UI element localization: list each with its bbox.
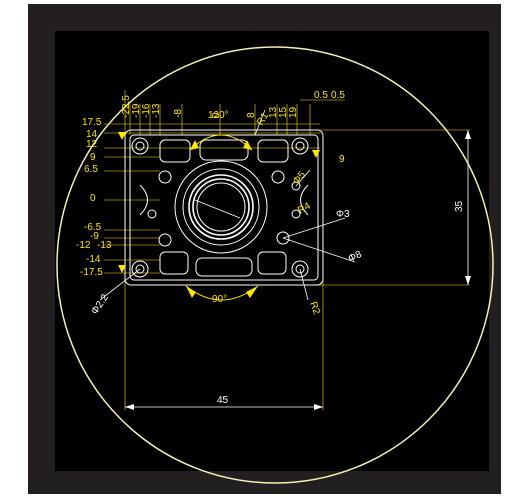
label-top-3: -16 — [141, 103, 152, 118]
label-top-10: 19 — [288, 106, 299, 118]
label-left-6: 0 — [90, 193, 96, 204]
label-left-1: 17.5 — [82, 117, 102, 128]
label-left-12: -17.5 — [80, 267, 103, 278]
yellow-arrows — [118, 132, 320, 298]
dia-small-label: Φ3 — [336, 209, 350, 220]
label-top-4: -13 — [151, 103, 162, 118]
label-top-11: 0.5 — [314, 90, 328, 101]
label-top-6: 0 — [211, 112, 222, 118]
extension-lines — [104, 90, 470, 410]
radius-bottom-label: R2 — [307, 300, 322, 316]
label-top-2: -19 — [131, 103, 142, 118]
label-left-4: 9 — [90, 152, 96, 163]
part-body — [124, 129, 324, 286]
label-left-2: 14 — [86, 129, 98, 140]
dia-screw-label: Φ2.2 — [89, 292, 111, 317]
label-top-8: 13 — [268, 106, 279, 118]
label-left-9: -12 — [76, 240, 91, 251]
label-top-1: -22.5 — [121, 95, 132, 118]
label-left-8: -9 — [90, 231, 99, 242]
dia-main-label: Φ8 — [347, 249, 364, 265]
label-top-5: -8 — [173, 109, 184, 118]
dia-side-label: Φ5 — [291, 169, 308, 187]
label-left-7: -6.5 — [84, 222, 102, 233]
dim-right-9: 9 — [339, 154, 345, 165]
label-left-10: -13 — [97, 240, 112, 251]
angle-top-label: 120° — [208, 110, 229, 121]
label-left-3: 12 — [86, 139, 98, 150]
label-left-5: 6.5 — [84, 164, 98, 175]
dimension-lines — [125, 130, 469, 408]
label-top-12: 0.5 — [331, 90, 345, 101]
dim-height-label: 35 — [454, 200, 465, 212]
label-top-7: 8 — [246, 112, 257, 118]
leader-lines — [99, 109, 356, 301]
central-bore — [174, 160, 268, 254]
dim-width-label: 45 — [217, 395, 229, 406]
label-left-11: -14 — [86, 254, 101, 265]
outer-circle — [56, 46, 494, 484]
angle-bottom-label: 90° — [212, 294, 227, 305]
label-top-9: 15 — [278, 106, 289, 118]
radius-mid-label: R4 — [296, 200, 313, 216]
dimension-arrows — [125, 130, 471, 410]
mounting-holes — [131, 137, 309, 278]
